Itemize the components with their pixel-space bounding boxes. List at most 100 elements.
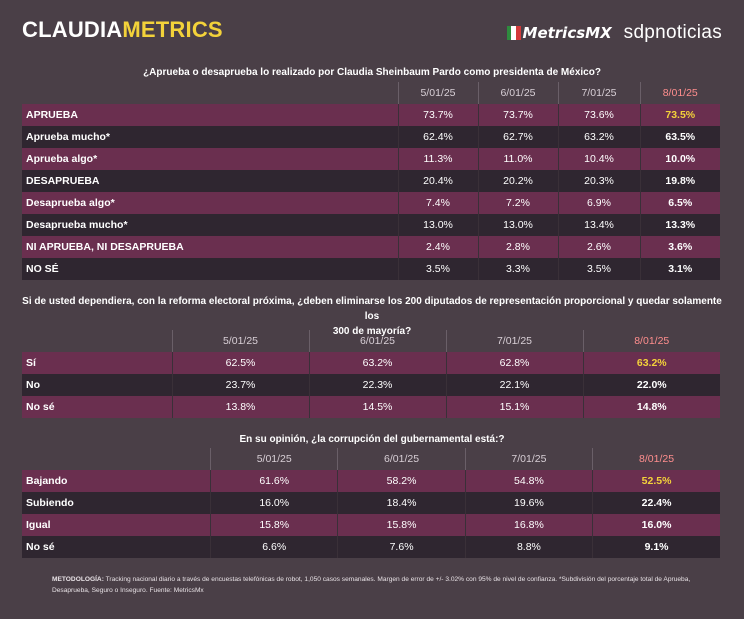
claudia-metrics-logo: CLAUDIAMETRICS xyxy=(22,17,223,43)
row-label: Aprueba algo* xyxy=(22,148,398,170)
row-label: Bajando xyxy=(22,470,211,492)
cell-value: 10.4% xyxy=(557,148,640,170)
cell-value-latest: 73.5% xyxy=(639,104,720,126)
reform-question-line1: Si de usted dependiera, con la reforma e… xyxy=(22,296,722,322)
methodology-text: Tracking nacional diario a través de enc… xyxy=(52,576,691,594)
cell-value: 14.5% xyxy=(308,396,446,418)
cell-value: 6.6% xyxy=(210,536,338,558)
cell-value: 62.4% xyxy=(397,126,478,148)
cell-value-latest: 22.4% xyxy=(592,492,720,514)
date-header-latest: 8/01/25 xyxy=(582,330,720,352)
cell-value: 62.8% xyxy=(445,352,583,374)
corruption-table: 5/01/25 6/01/25 7/01/25 8/01/25 Bajando … xyxy=(22,448,720,558)
row-label: Subiendo xyxy=(22,492,211,514)
cell-value: 11.0% xyxy=(477,148,558,170)
reform-table: 5/01/25 6/01/25 7/01/25 8/01/25 Sí 62.5%… xyxy=(22,330,720,418)
date-header: 6/01/25 xyxy=(477,82,558,104)
date-header-latest: 8/01/25 xyxy=(639,82,720,104)
cell-value: 15.1% xyxy=(445,396,583,418)
row-label: Aprueba mucho* xyxy=(22,126,398,148)
cell-value: 13.0% xyxy=(477,214,558,236)
date-header: 5/01/25 xyxy=(210,448,338,470)
row-label: Igual xyxy=(22,514,211,536)
table-row: No sé 6.6% 7.6% 8.8% 9.1% xyxy=(22,536,720,558)
methodology-label: METODOLOGÍA: xyxy=(52,576,104,583)
cell-value: 61.6% xyxy=(210,470,338,492)
cell-value: 73.6% xyxy=(557,104,640,126)
date-header: 6/01/25 xyxy=(308,330,446,352)
cell-value-latest: 9.1% xyxy=(592,536,720,558)
row-label: Desaprueba algo* xyxy=(22,192,398,214)
cell-value: 15.8% xyxy=(210,514,338,536)
table-row: NI APRUEBA, NI DESAPRUEBA 2.4% 2.8% 2.6%… xyxy=(22,236,720,258)
row-label: No sé xyxy=(22,536,211,558)
cell-value: 19.6% xyxy=(464,492,593,514)
row-label: No xyxy=(22,374,172,396)
corruption-question: En su opinión, ¿la corrupción del gubern… xyxy=(239,434,505,445)
date-header-latest: 8/01/25 xyxy=(592,448,720,470)
cell-value-latest: 13.3% xyxy=(639,214,720,236)
cell-value: 20.4% xyxy=(397,170,478,192)
table-row: NO SÉ 3.5% 3.3% 3.5% 3.1% xyxy=(22,258,720,280)
cell-value: 7.6% xyxy=(337,536,466,558)
date-header: 6/01/25 xyxy=(337,448,466,470)
cell-value-latest: 14.8% xyxy=(582,396,720,418)
cell-value: 20.3% xyxy=(557,170,640,192)
metricsmx-text: etricsMX xyxy=(537,24,612,42)
row-label: Sí xyxy=(22,352,172,374)
cell-value: 22.1% xyxy=(445,374,583,396)
cell-value-latest: 16.0% xyxy=(592,514,720,536)
cell-value: 3.5% xyxy=(557,258,640,280)
cell-value-latest: 63.5% xyxy=(639,126,720,148)
table-header-row: 5/01/25 6/01/25 7/01/25 8/01/25 xyxy=(22,448,720,470)
table-row: Desaprueba mucho* 13.0% 13.0% 13.4% 13.3… xyxy=(22,214,720,236)
cell-value: 2.8% xyxy=(477,236,558,258)
cell-value: 16.8% xyxy=(464,514,593,536)
date-header: 5/01/25 xyxy=(171,330,309,352)
mexico-flag-icon xyxy=(506,26,521,40)
cell-value: 16.0% xyxy=(210,492,338,514)
cell-value: 2.4% xyxy=(397,236,478,258)
cell-value-latest: 19.8% xyxy=(639,170,720,192)
cell-value-latest: 63.2% xyxy=(582,352,720,374)
date-header: 7/01/25 xyxy=(557,82,640,104)
cell-value-latest: 52.5% xyxy=(592,470,720,492)
table-row: DESAPRUEBA 20.4% 20.2% 20.3% 19.8% xyxy=(22,170,720,192)
cell-value-latest: 6.5% xyxy=(639,192,720,214)
table-row: Aprueba mucho* 62.4% 62.7% 63.2% 63.5% xyxy=(22,126,720,148)
table-row: Desaprueba algo* 7.4% 7.2% 6.9% 6.5% xyxy=(22,192,720,214)
cell-value: 11.3% xyxy=(397,148,478,170)
logo-part-claudia: CLAUDIA xyxy=(22,17,123,42)
approval-table: 5/01/25 6/01/25 7/01/25 8/01/25 APRUEBA … xyxy=(22,82,720,280)
row-label: No sé xyxy=(22,396,172,418)
row-label: NO SÉ xyxy=(22,258,398,280)
cell-value: 2.6% xyxy=(557,236,640,258)
cell-value: 7.2% xyxy=(477,192,558,214)
table-row: Bajando 61.6% 58.2% 54.8% 52.5% xyxy=(22,470,720,492)
cell-value: 18.4% xyxy=(337,492,466,514)
date-header: 7/01/25 xyxy=(464,448,593,470)
row-label: NI APRUEBA, NI DESAPRUEBA xyxy=(22,236,398,258)
table-row: Sí 62.5% 63.2% 62.8% 63.2% xyxy=(22,352,720,374)
cell-value: 3.3% xyxy=(477,258,558,280)
table-header-row: 5/01/25 6/01/25 7/01/25 8/01/25 xyxy=(22,330,720,352)
cell-value: 73.7% xyxy=(477,104,558,126)
cell-value: 58.2% xyxy=(337,470,466,492)
cell-value: 73.7% xyxy=(397,104,478,126)
cell-value-latest: 3.1% xyxy=(639,258,720,280)
cell-value: 54.8% xyxy=(464,470,593,492)
cell-value: 20.2% xyxy=(477,170,558,192)
cell-value: 6.9% xyxy=(557,192,640,214)
cell-value-latest: 3.6% xyxy=(639,236,720,258)
cell-value: 22.3% xyxy=(308,374,446,396)
methodology-note: METODOLOGÍA: Tracking nacional diario a … xyxy=(52,574,712,596)
table-row: APRUEBA 73.7% 73.7% 73.6% 73.5% xyxy=(22,104,720,126)
cell-value: 62.5% xyxy=(171,352,309,374)
cell-value: 62.7% xyxy=(477,126,558,148)
metricsmx-initial: M xyxy=(522,24,538,42)
cell-value-latest: 22.0% xyxy=(582,374,720,396)
cell-value: 15.8% xyxy=(337,514,466,536)
